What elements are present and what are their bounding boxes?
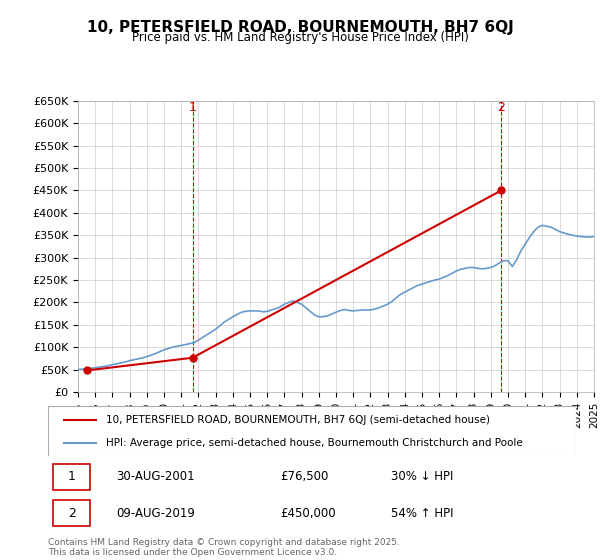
Text: 2: 2 [497,101,505,114]
Text: 30-AUG-2001: 30-AUG-2001 [116,470,195,483]
FancyBboxPatch shape [53,464,90,490]
Text: 10, PETERSFIELD ROAD, BOURNEMOUTH, BH7 6QJ (semi-detached house): 10, PETERSFIELD ROAD, BOURNEMOUTH, BH7 6… [106,414,490,424]
Text: Contains HM Land Registry data © Crown copyright and database right 2025.
This d: Contains HM Land Registry data © Crown c… [48,538,400,557]
Text: 2: 2 [68,507,76,520]
Text: £76,500: £76,500 [280,470,329,483]
Text: £450,000: £450,000 [280,507,336,520]
Text: Price paid vs. HM Land Registry's House Price Index (HPI): Price paid vs. HM Land Registry's House … [131,31,469,44]
Text: 30% ↓ HPI: 30% ↓ HPI [391,470,454,483]
FancyBboxPatch shape [53,500,90,526]
Text: HPI: Average price, semi-detached house, Bournemouth Christchurch and Poole: HPI: Average price, semi-detached house,… [106,438,523,448]
Text: 10, PETERSFIELD ROAD, BOURNEMOUTH, BH7 6QJ: 10, PETERSFIELD ROAD, BOURNEMOUTH, BH7 6… [86,20,514,35]
FancyBboxPatch shape [48,406,576,456]
Text: 1: 1 [68,470,76,483]
Text: 1: 1 [188,101,196,114]
Text: 54% ↑ HPI: 54% ↑ HPI [391,507,454,520]
Text: 09-AUG-2019: 09-AUG-2019 [116,507,196,520]
